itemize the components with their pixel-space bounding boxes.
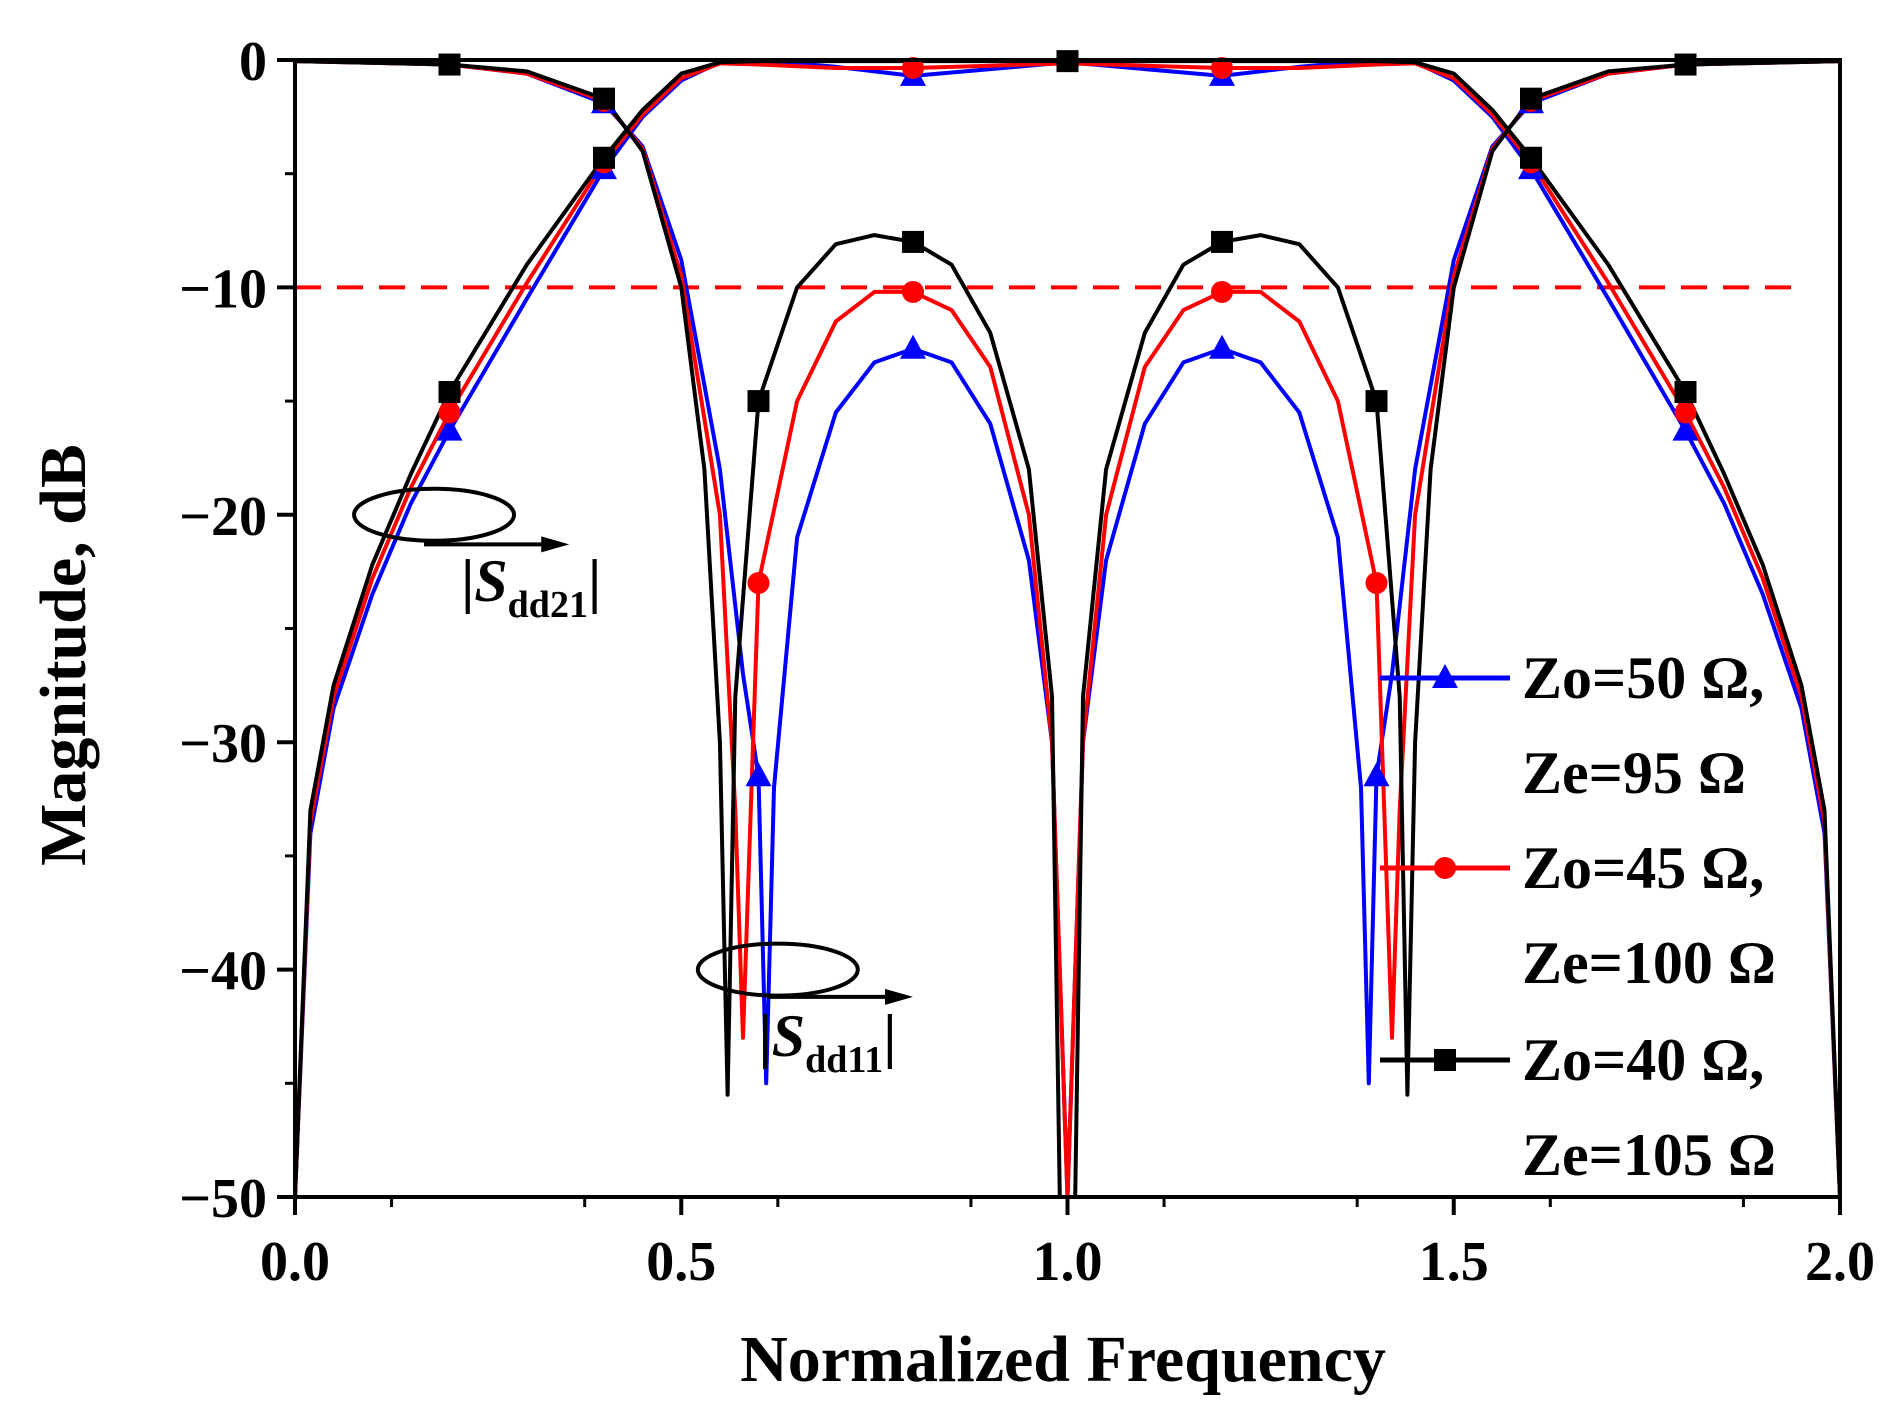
- legend-label-zo45: Zo=45 Ω,: [1522, 835, 1764, 901]
- annotation-text-part: |: [461, 548, 474, 614]
- x-tick-label: 1.5: [1419, 1231, 1489, 1293]
- legend-label-zo50: Zo=50 Ω,: [1522, 645, 1764, 711]
- s21-marker-zo40: [1674, 381, 1697, 404]
- x-tick-label: 2.0: [1805, 1231, 1875, 1293]
- annotation-text-part: dd11: [805, 1039, 883, 1081]
- s21-marker-zo45: [438, 401, 461, 424]
- annotation-text-part: |: [883, 1003, 896, 1069]
- s21-marker-zo50: [1672, 416, 1699, 441]
- s11-marker-zo40: [1674, 53, 1697, 76]
- s21-marker-zo45: [902, 56, 924, 79]
- legend-marker-zo40: [1434, 1049, 1456, 1071]
- y-tick-label: −40: [179, 941, 267, 1003]
- annotation-text-part: S: [772, 1003, 805, 1069]
- x-tick-label: 0.0: [260, 1231, 330, 1293]
- annotation-text-part: dd21: [508, 584, 588, 626]
- y-tick-label: −10: [179, 258, 267, 320]
- tick-label-layer: 0.0 0.5 1.0 1.5 2.0 0 −10 −20 −30 −40 −50: [179, 31, 1875, 1293]
- legend-label-zo45-line2: Ze=100 Ω: [1522, 930, 1776, 996]
- s11-marker-zo50: [1209, 334, 1235, 359]
- s21-marker-zo50: [436, 416, 463, 441]
- s11-marker-zo45: [1211, 280, 1233, 303]
- s21-marker-zo45: [1211, 56, 1233, 79]
- legend-label-zo40-line2: Ze=105 Ω: [1522, 1122, 1776, 1188]
- legend-marker-zo50: [1432, 664, 1458, 688]
- marker-layer: [436, 50, 1699, 787]
- annotation-arrowhead-sdd21: [541, 536, 570, 553]
- s11-marker-zo40: [593, 87, 615, 110]
- y-tick-label: 0: [239, 31, 267, 93]
- y-tick-label: −50: [179, 1168, 267, 1230]
- annotation-text-part: S: [474, 548, 507, 614]
- s11-marker-zo40: [1211, 230, 1233, 253]
- y-axis-title: Magnitude, dB: [27, 444, 100, 866]
- x-axis-title: Normalized Frequency: [740, 1323, 1386, 1396]
- annotation-text-part: |: [759, 1003, 772, 1069]
- legend: Zo=50 Ω, Ze=95 Ω Zo=45 Ω, Ze=100 Ω Zo=40 Ω, Z…: [1380, 645, 1776, 1188]
- s11-marker-zo50: [900, 334, 926, 359]
- legend-label-zo40: Zo=40 Ω,: [1522, 1027, 1764, 1093]
- s11-marker-zo50: [745, 762, 772, 787]
- y-tick-label: −20: [179, 486, 267, 548]
- s11-marker-zo40: [747, 390, 770, 413]
- s21-marker-zo40: [438, 381, 461, 404]
- annotation-text-part: |: [588, 548, 601, 614]
- legend-marker-zo45: [1434, 857, 1456, 879]
- annotation-ellipse-sdd11: [695, 941, 860, 998]
- s11-marker-zo45: [747, 572, 770, 595]
- s11-marker-zo40: [438, 53, 461, 76]
- s21-marker-zo40: [1520, 146, 1542, 169]
- s11-marker-zo40: [902, 230, 924, 253]
- s21-marker-zo40: [593, 146, 615, 169]
- s21-marker-zo45: [1674, 401, 1697, 424]
- annotation-layer: |Sdd21||Sdd11|: [352, 486, 913, 1081]
- s11-marker-zo50: [1363, 762, 1390, 787]
- s11-marker-zo45: [1365, 572, 1388, 595]
- x-tick-label: 1.0: [1033, 1231, 1103, 1293]
- legend-label-zo50-line2: Ze=95 Ω: [1522, 740, 1746, 806]
- tick-layer: [277, 58, 1842, 1215]
- x-tick-label: 0.5: [646, 1231, 716, 1293]
- s11-marker-zo40: [1365, 390, 1388, 413]
- y-tick-label: −30: [179, 713, 267, 775]
- annotation-arrowhead-sdd11: [885, 988, 913, 1005]
- s11-marker-zo40: [1520, 87, 1542, 110]
- annotation-ellipse-sdd21: [352, 486, 517, 543]
- annotation-label-sdd21: |Sdd21|: [461, 548, 601, 626]
- s11-marker-zo45: [902, 280, 924, 303]
- annotation-label-sdd11: |Sdd11|: [759, 1003, 897, 1081]
